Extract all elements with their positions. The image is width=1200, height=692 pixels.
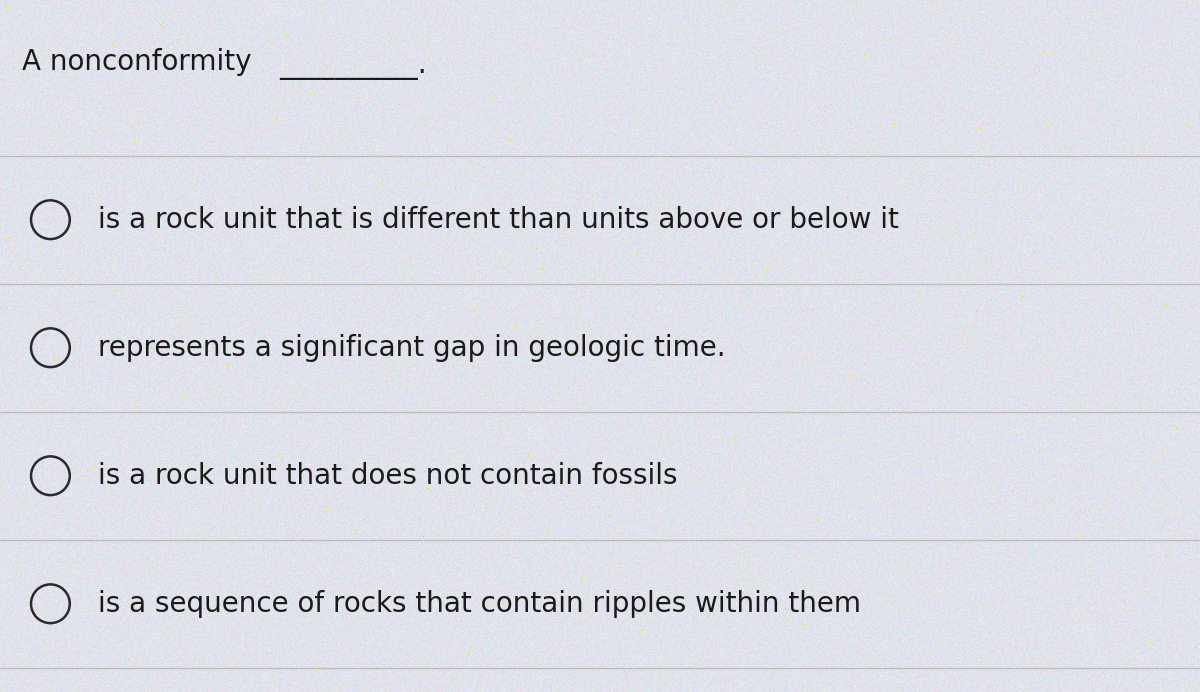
Text: __________.: __________. (280, 52, 427, 80)
Text: is a rock unit that does not contain fossils: is a rock unit that does not contain fos… (98, 462, 678, 490)
Text: represents a significant gap in geologic time.: represents a significant gap in geologic… (98, 334, 726, 362)
Text: is a rock unit that is different than units above or below it: is a rock unit that is different than un… (98, 206, 899, 234)
Text: is a sequence of rocks that contain ripples within them: is a sequence of rocks that contain ripp… (98, 590, 862, 618)
Text: A nonconformity: A nonconformity (22, 48, 260, 76)
